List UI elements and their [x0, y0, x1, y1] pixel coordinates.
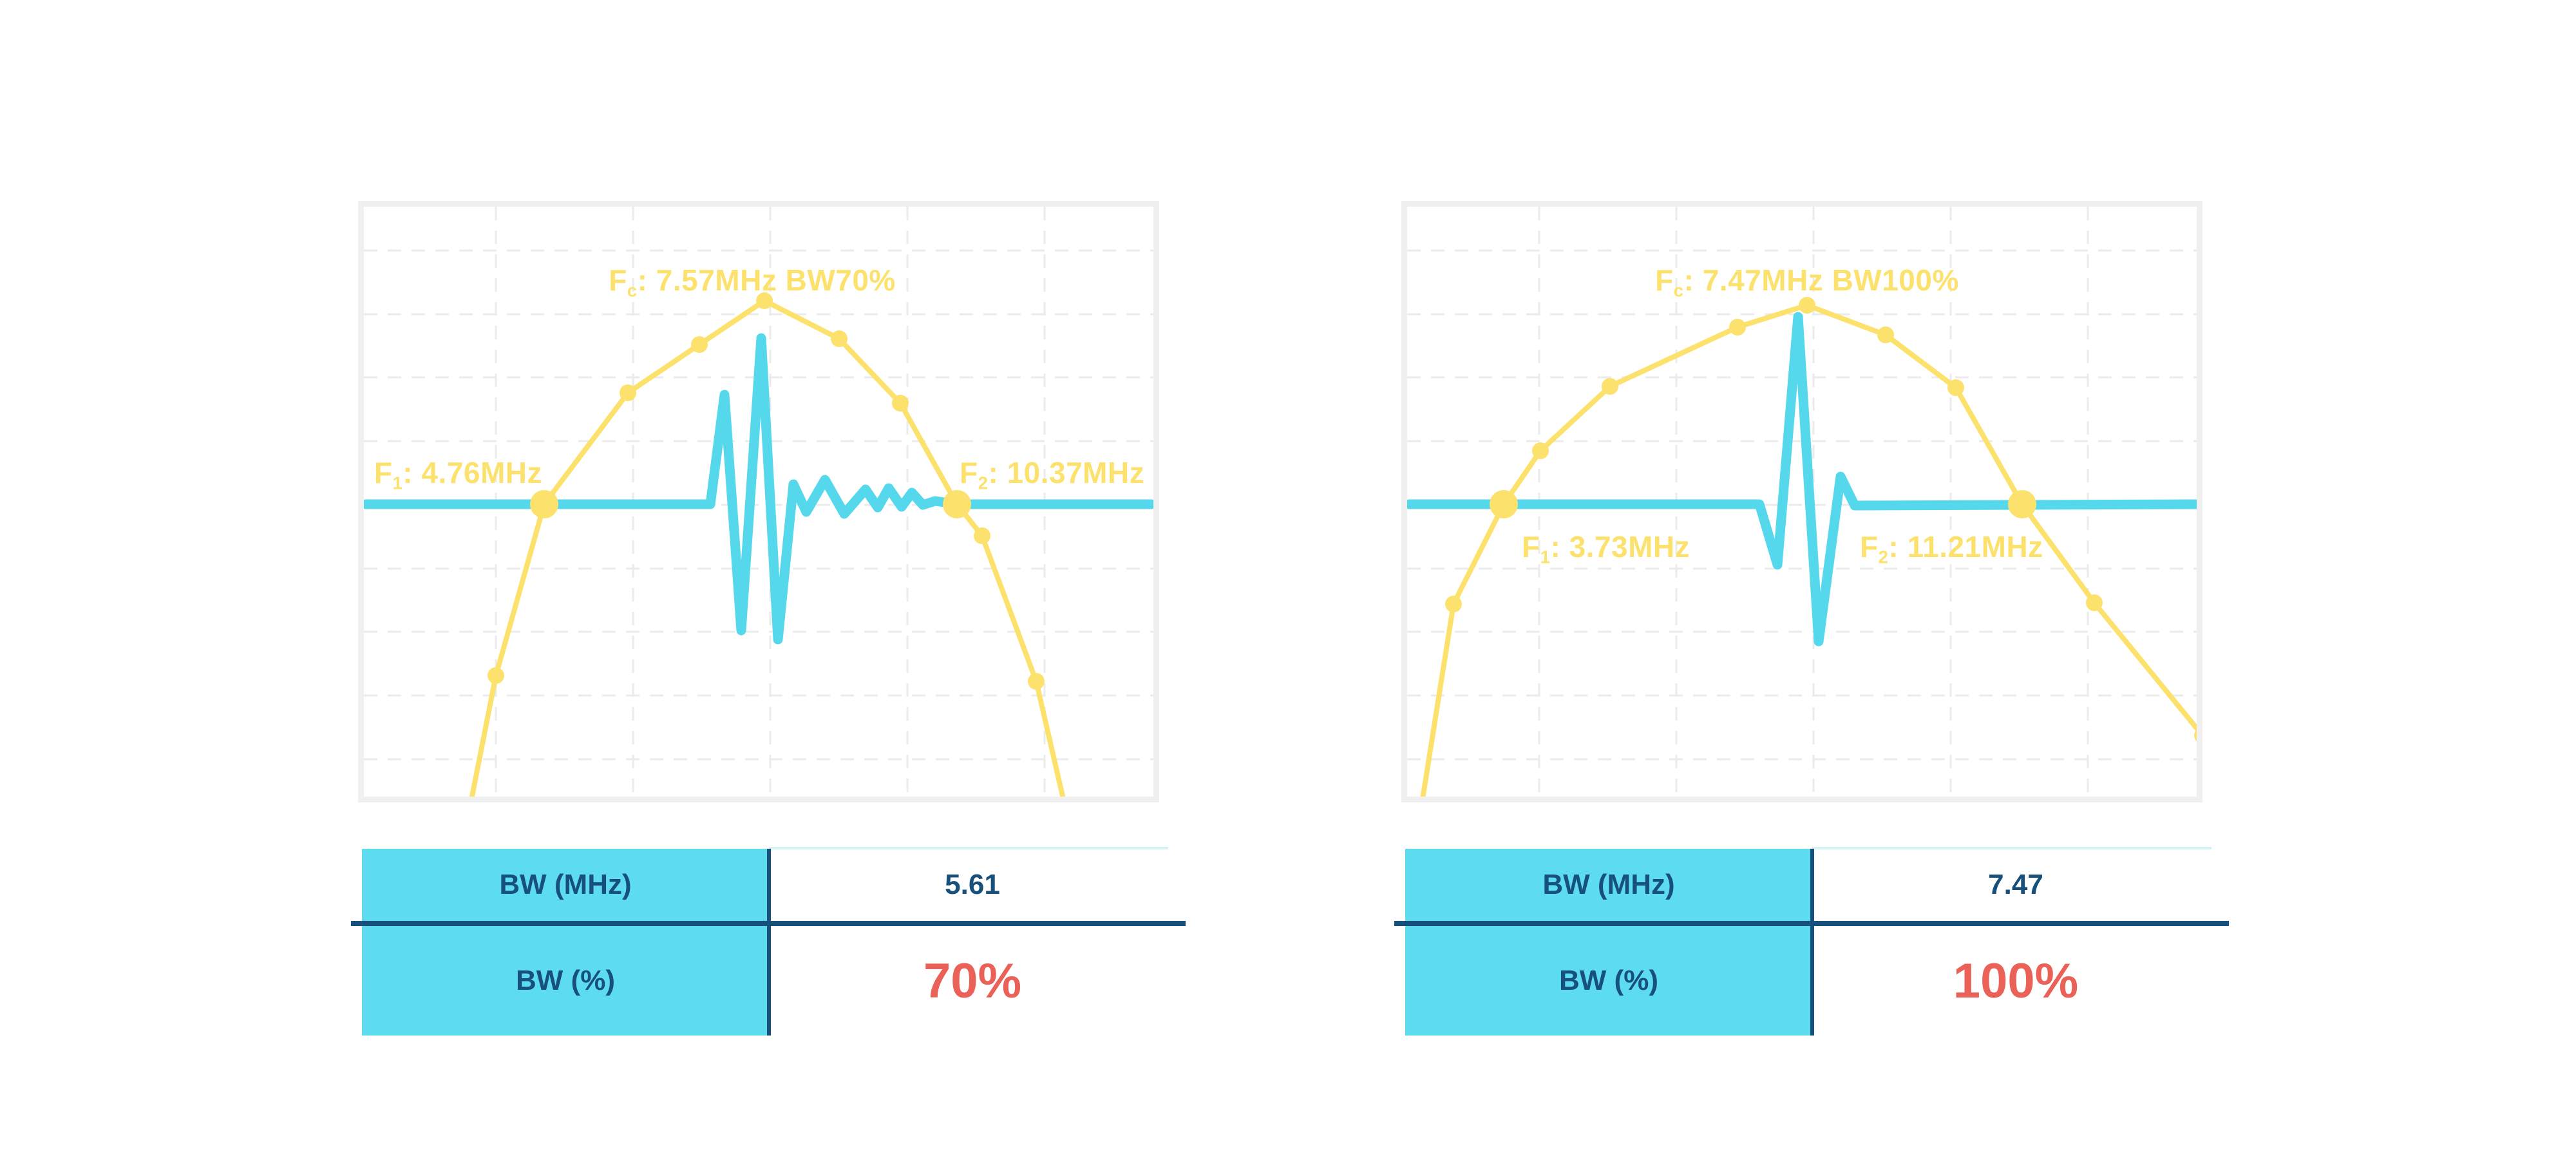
fc-annotation: Fc: 7.57MHz BW70% — [609, 264, 896, 301]
table-top-divider — [1812, 847, 2211, 849]
bw-pct-value: 70% — [923, 953, 1022, 1008]
annotation-subscript: c — [1673, 280, 1684, 301]
annotation-subscript: 2 — [978, 473, 989, 493]
bw-mhz-label: BW (MHz) — [499, 869, 632, 900]
spectrum-chart-left: Fc: 7.57MHz BW70% F1: 4.76MHz F2: 10.37M… — [358, 201, 1159, 802]
spectrum-chart-right: Fc: 7.47MHz BW100% F1: 3.73MHz F2: 11.21… — [1401, 201, 2202, 802]
annotation-text: : 4.76MHz — [402, 456, 542, 489]
annotation-text: : 7.47MHz BW100% — [1683, 263, 1959, 297]
spectrum-plot-right — [1404, 207, 2202, 802]
spectrum-plot-left — [361, 207, 1157, 802]
bw-mhz-value: 5.61 — [945, 869, 1000, 900]
table-column-divider — [767, 849, 771, 1036]
annotation-text: F — [374, 456, 393, 489]
annotation-subscript: 1 — [392, 473, 403, 493]
bw-table-right: BW (MHz) 7.47 BW (%) 100% — [1394, 847, 2229, 1037]
f1-annotation: F1: 4.76MHz — [374, 457, 542, 493]
table-column-divider — [1810, 849, 1814, 1036]
annotation-text: : 7.57MHz BW70% — [637, 263, 896, 297]
table-label-column-background — [362, 849, 769, 1036]
annotation-text: F — [609, 263, 627, 297]
annotation-subscript: c — [627, 280, 638, 301]
bw-table-left: BW (MHz) 5.61 BW (%) 70% — [351, 847, 1186, 1037]
bw-pct-value: 100% — [1953, 953, 2079, 1008]
annotation-text: F — [960, 456, 978, 489]
annotation-text: : 3.73MHz — [1550, 530, 1690, 563]
f2-annotation: F2: 10.37MHz — [960, 457, 1144, 493]
bw-mhz-label: BW (MHz) — [1542, 869, 1675, 900]
f1-annotation: F1: 3.73MHz — [1522, 531, 1690, 567]
annotation-subscript: 1 — [1540, 547, 1551, 567]
annotation-text: : 11.21MHz — [1888, 530, 2043, 563]
table-top-divider — [769, 847, 1168, 849]
annotation-text: : 10.37MHz — [988, 456, 1145, 489]
annotation-text: F — [1860, 530, 1879, 563]
bw-pct-label: BW (%) — [516, 965, 615, 996]
annotation-text: F — [1655, 263, 1674, 297]
annotation-subscript: 2 — [1878, 547, 1889, 567]
f2-annotation: F2: 11.21MHz — [1860, 531, 2043, 567]
bw-pct-label: BW (%) — [1559, 965, 1658, 996]
table-label-column-background — [1405, 849, 1812, 1036]
annotation-text: F — [1522, 530, 1540, 563]
fc-annotation: Fc: 7.47MHz BW100% — [1655, 264, 1959, 301]
bw-mhz-value: 7.47 — [1988, 869, 2043, 900]
